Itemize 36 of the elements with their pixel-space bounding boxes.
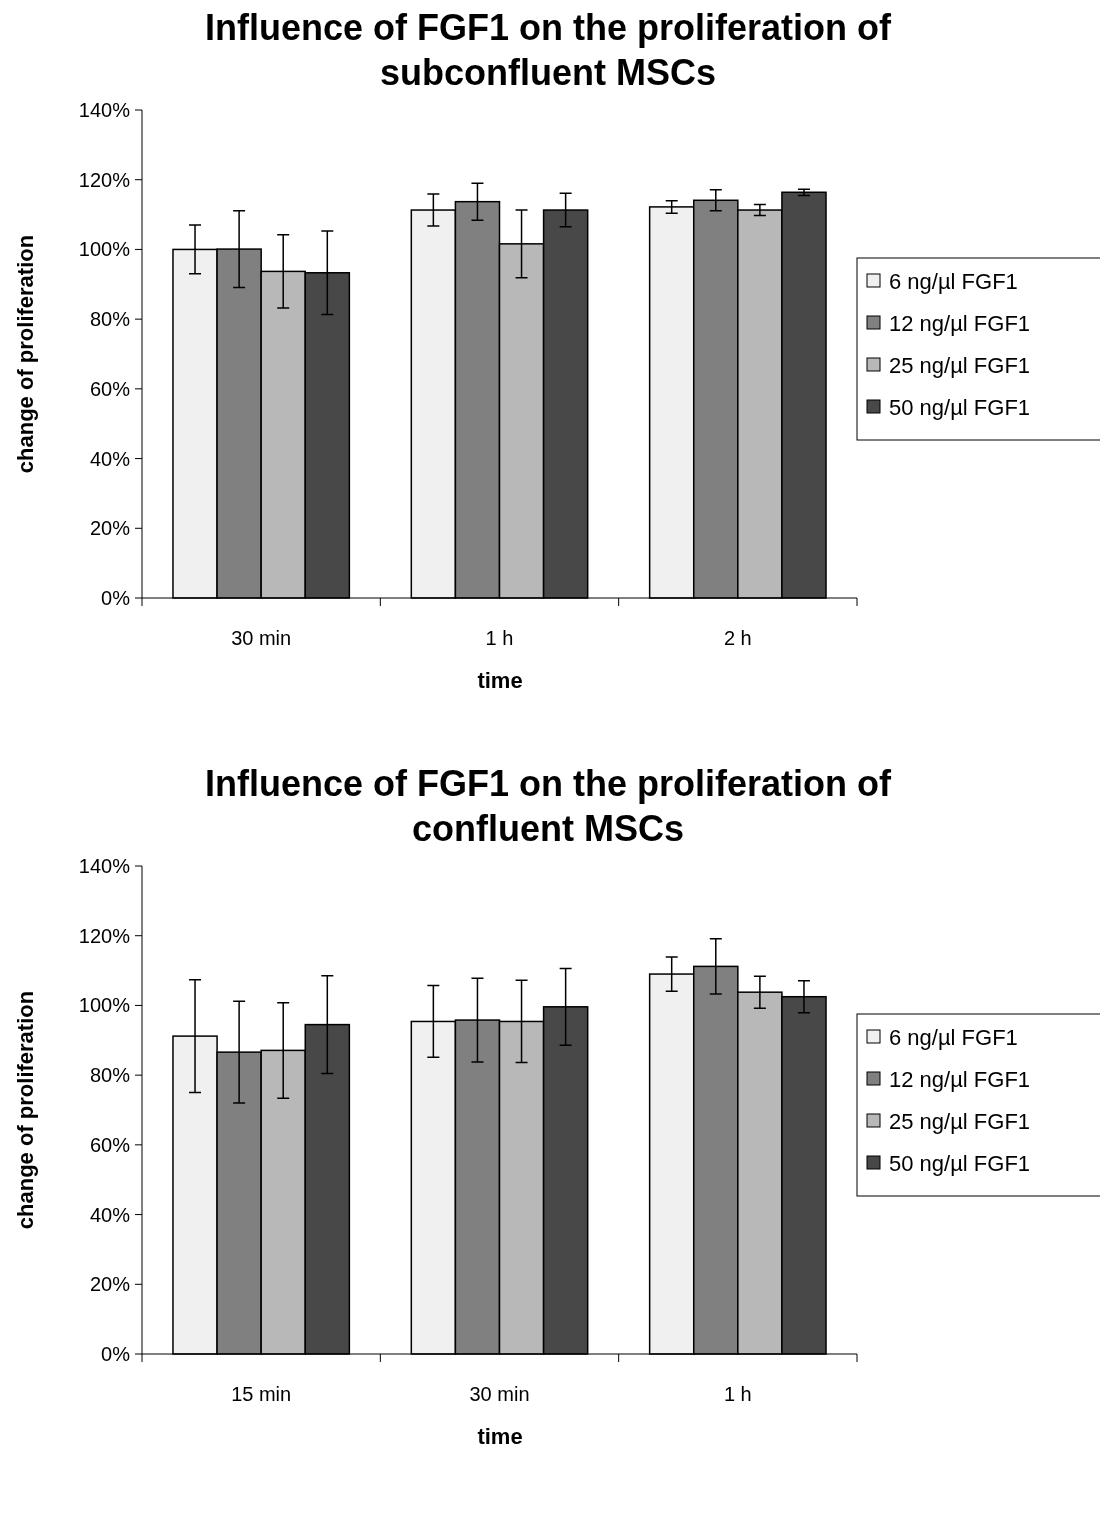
x-tick-label: 30 min [231,627,292,649]
chart-title: Influence of FGF1 on the proliferation of confluent MSCs [205,763,892,849]
y-tick-label: 20% [89,517,131,540]
legend-label: 12 ng/µl FGF1 [889,310,1031,336]
y-tick-label: 120% [78,168,131,191]
chart-title: Influence of FGF1 on the proliferation of subconfluent MSCs [205,7,892,93]
y-tick-label: 80% [89,1064,131,1087]
y-tick-label: 100% [78,994,131,1017]
legend-label: 25 ng/µl FGF1 [889,352,1031,378]
legend-label: 25 ng/µl FGF1 [889,1108,1031,1134]
y-tick-label: 100% [78,238,131,261]
y-tick-label: 60% [89,377,131,400]
y-tick-label: 0% [101,1343,131,1365]
legend-label: 50 ng/µl FGF1 [889,1150,1031,1176]
x-axis-title: time [477,668,523,693]
x-axis-title: time [477,1424,523,1449]
y-tick-label: 20% [89,1273,131,1296]
legend-label: 50 ng/µl FGF1 [889,394,1031,420]
y-tick-label: 80% [89,308,131,331]
x-tick-label: 30 min [469,1383,530,1405]
y-axis-title: change of proliferation [13,990,38,1230]
legend-label: 6 ng/µl FGF1 [889,1024,1018,1050]
y-tick-label: 60% [89,1133,131,1156]
y-tick-label: 140% [78,855,131,877]
y-axis-title: change of proliferation [13,234,38,474]
y-tick-label: 40% [89,447,131,470]
y-tick-label: 120% [78,924,131,947]
legend-label: 6 ng/µl FGF1 [889,268,1018,294]
x-tick-label: 15 min [231,1383,292,1405]
y-tick-label: 40% [89,1203,131,1226]
x-tick-label: 1 h [723,1383,752,1405]
legend-label: 12 ng/µl FGF1 [889,1066,1031,1092]
y-tick-label: 0% [101,587,131,609]
x-tick-label: 2 h [723,627,752,649]
x-tick-label: 1 h [485,627,514,649]
y-tick-label: 140% [78,99,131,121]
